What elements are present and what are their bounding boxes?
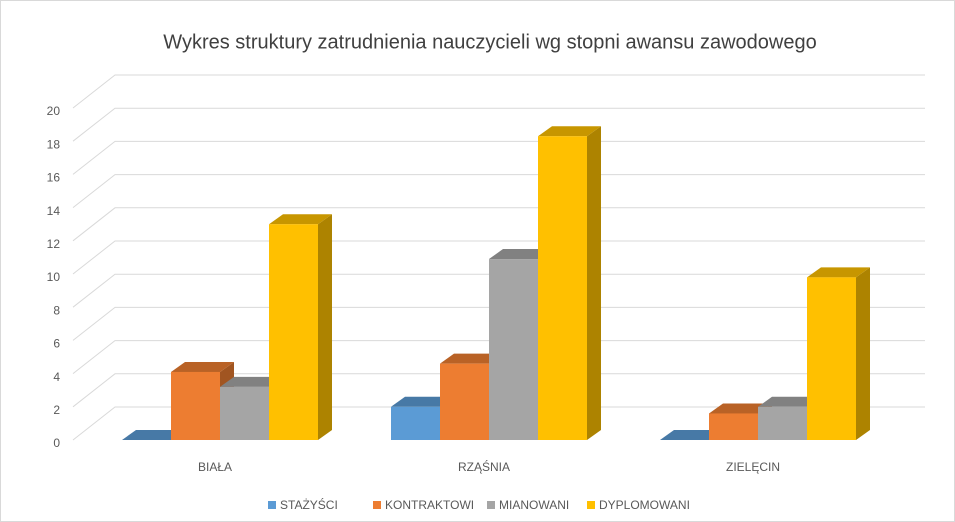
grid-line: [72, 373, 925, 408]
bar-top: [489, 249, 552, 260]
bar: [709, 413, 758, 440]
y-tick-label: 12: [47, 237, 61, 251]
grid-line: [72, 140, 925, 175]
bar-side: [587, 126, 601, 440]
y-tick-label: 16: [47, 171, 61, 185]
y-tick-label: 14: [47, 204, 61, 218]
y-tick-label: 4: [53, 370, 60, 384]
legend-swatch: [373, 501, 381, 509]
bar-top: [660, 430, 723, 440]
bar-side: [318, 214, 332, 440]
grid-line: [72, 406, 925, 441]
grid-line: [72, 273, 925, 308]
bar: [171, 371, 220, 440]
bar: [807, 277, 856, 440]
bar: [489, 259, 538, 440]
legend-label: STAŻYŚCI: [280, 497, 338, 512]
bar: [538, 136, 587, 440]
bar-top: [758, 396, 821, 407]
bar-top: [807, 267, 870, 278]
bar: [758, 406, 807, 440]
grid-line: [72, 306, 925, 341]
bar: [220, 386, 269, 440]
bar: [269, 224, 318, 440]
y-tick-label: 0: [53, 436, 60, 450]
legend-swatch: [487, 501, 495, 509]
chart-title: Wykres struktury zatrudnienia nauczyciel…: [163, 31, 816, 53]
grid-line: [72, 207, 925, 242]
bar-top: [171, 361, 234, 372]
y-tick-label: 8: [53, 303, 60, 317]
grid-line: [72, 174, 925, 208]
x-tick-label: ZIELĘCIN: [726, 460, 780, 474]
y-tick-label: 2: [53, 403, 60, 417]
bar-side: [856, 267, 870, 440]
bar-top: [269, 214, 332, 225]
grid-line: [72, 240, 925, 275]
bar-top: [440, 353, 503, 364]
x-tick-label: BIAŁA: [198, 460, 232, 474]
grid-line: [72, 107, 925, 142]
legend-label: KONTRAKTOWI: [385, 498, 474, 512]
y-tick-label: 10: [47, 270, 61, 284]
y-tick-label: 6: [53, 337, 60, 351]
legend-swatch: [268, 501, 276, 509]
y-tick-label: 20: [47, 104, 61, 118]
y-tick-label: 18: [47, 137, 61, 151]
bar-top: [220, 376, 283, 387]
legend-label: MIANOWANI: [499, 498, 569, 512]
bar: [391, 406, 440, 440]
legend-label: DYPLOMOWANI: [599, 498, 690, 512]
legend-swatch: [587, 501, 595, 509]
bar: [440, 363, 489, 440]
bar-top: [122, 430, 185, 440]
grid-line: [72, 74, 925, 109]
bar-top: [391, 396, 454, 407]
x-tick-label: RZĄŚNIA: [458, 459, 510, 474]
bar-top: [538, 126, 601, 137]
grid-line: [72, 340, 925, 374]
bar-top: [709, 403, 772, 414]
